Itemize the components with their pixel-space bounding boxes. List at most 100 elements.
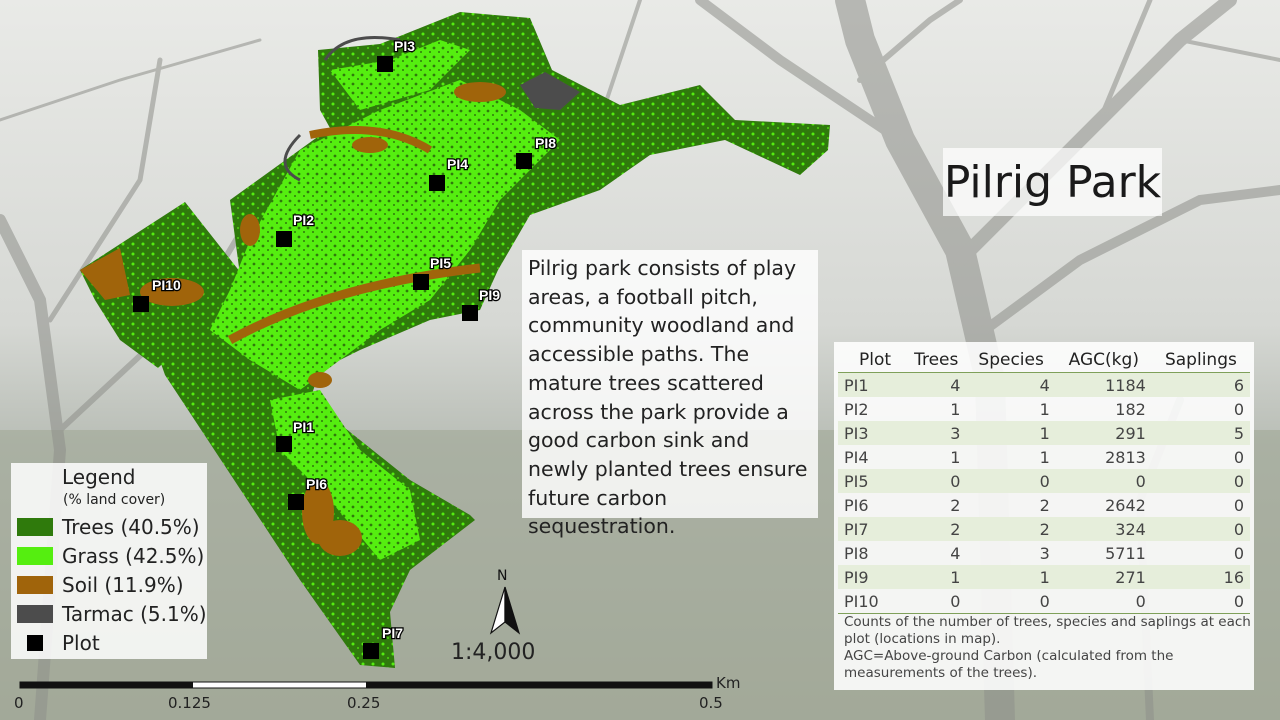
plot-marker-pi5: PI5 — [413, 254, 452, 290]
column-header: Plot — [838, 348, 906, 373]
scale-tick-label: 0 — [14, 694, 24, 712]
table-cell: 271 — [1055, 565, 1152, 589]
plot-label-pi3: PI3 — [394, 38, 415, 54]
soil-swatch — [17, 576, 53, 594]
plot-marker-pi3: PI3 — [377, 37, 416, 72]
table-cell: PI7 — [838, 517, 906, 541]
table-cell: 1 — [1039, 399, 1050, 419]
legend-subtitle: (% land cover) — [63, 492, 166, 508]
table-cell: 0 — [1055, 469, 1152, 493]
scale-tick-label: 0.5 — [699, 694, 723, 712]
plot-marker-pi8: PI8 — [516, 134, 557, 169]
plot-label-pi4: PI4 — [447, 156, 468, 172]
table-cell: 1 — [950, 447, 961, 467]
table-cell: 2642 — [1105, 495, 1146, 515]
table-cell: PI4 — [844, 447, 869, 467]
table-cell: 1 — [906, 565, 967, 589]
table-row: PI7 2 2 324 0 — [838, 517, 1250, 541]
plot-table: Plot Trees Species AGC(kg) Saplings PI1 4… — [838, 348, 1250, 614]
legend-label: Tarmac (5.1%) — [62, 602, 207, 626]
table-cell: 0 — [1151, 469, 1250, 493]
legend: Legend (% land cover) Trees (40.5%) Gras… — [11, 463, 207, 659]
legend-label: Soil (11.9%) — [62, 573, 184, 597]
table-cell: 0 — [966, 469, 1056, 493]
park-description: Pilrig park consists of play areas, a fo… — [522, 250, 818, 538]
scale-tick-label: 0.25 — [347, 694, 381, 712]
legend-item-soil: Soil (11.9%) — [17, 573, 184, 597]
table-cell: 4 — [906, 372, 967, 397]
tarmac-paths — [283, 36, 580, 182]
table-cell: 16 — [1151, 565, 1250, 589]
table-cell: PI6 — [844, 495, 869, 515]
table-row: PI4 1 1 2813 0 — [838, 445, 1250, 469]
table-header-row: Plot Trees Species AGC(kg) Saplings — [838, 348, 1250, 373]
park-map — [80, 12, 830, 668]
table-cell: 2 — [1039, 495, 1050, 515]
column-header: AGC(kg) — [1055, 348, 1152, 373]
table-cell: 1 — [966, 421, 1056, 445]
table-row: PI5 0 0 0 0 — [838, 469, 1250, 493]
table-note-agc: AGC=Above-ground Carbon (calculated from… — [844, 648, 1174, 681]
plot-marker-pi1: PI1 — [276, 418, 315, 452]
scale-bar — [19, 681, 713, 689]
table-cell: 5711 — [1105, 543, 1146, 563]
table-cell: 0 — [1233, 495, 1244, 515]
table-cell: 1 — [1039, 447, 1050, 467]
legend-label: Plot — [62, 631, 100, 655]
table-cell: 0 — [1233, 543, 1244, 563]
table-cell: PI5 — [838, 469, 906, 493]
scale-tick-label: 0.125 — [168, 694, 211, 712]
table-row: PI3 3 1 291 5 — [838, 421, 1250, 445]
table-row: PI6 2 2 2642 0 — [838, 493, 1250, 517]
column-header: Species — [966, 348, 1056, 373]
scale-ratio: 1:4,000 — [451, 640, 536, 665]
table-row: PI8 4 3 5711 0 — [838, 541, 1250, 565]
legend-item-grass: Grass (42.5%) — [17, 544, 204, 568]
soil-patches — [80, 82, 506, 556]
table-cell: 324 — [1055, 517, 1152, 541]
plot-marker-pi10: PI10 — [133, 276, 182, 312]
column-header: Saplings — [1151, 348, 1250, 373]
trees-swatch — [17, 518, 53, 536]
plot-label-pi2: PI2 — [293, 212, 314, 228]
table-cell: 0 — [906, 589, 967, 614]
table-row: PI9 1 1 271 16 — [838, 565, 1250, 589]
legend-title: Legend — [62, 465, 136, 489]
plot-label-pi5: PI5 — [430, 255, 451, 271]
plot-label-pi10: PI10 — [152, 277, 181, 293]
grass-swatch — [17, 547, 53, 565]
table-cell: 2 — [950, 495, 961, 515]
table-cell: 2813 — [1105, 447, 1146, 467]
north-label: N — [497, 568, 508, 584]
table-cell: PI8 — [844, 543, 869, 563]
table-cell: 0 — [966, 589, 1056, 614]
legend-label: Grass (42.5%) — [62, 544, 205, 568]
table-note-counts: Counts of the number of trees, species a… — [844, 614, 1251, 647]
table-cell: 4 — [966, 372, 1056, 397]
plot-marker-pi2: PI2 — [276, 211, 315, 247]
plot-marker-pi4: PI4 — [429, 155, 469, 191]
legend-item-plot: Plot — [17, 631, 100, 655]
legend-label: Trees (40.5%) — [62, 515, 200, 539]
table-row: PI10 0 0 0 0 — [838, 589, 1250, 614]
table-cell: 3 — [1039, 543, 1050, 563]
table-cell: PI9 — [838, 565, 906, 589]
table-cell: 0 — [1233, 399, 1244, 419]
table-cell: 1 — [966, 565, 1056, 589]
legend-item-trees: Trees (40.5%) — [17, 515, 200, 539]
table-cell: 3 — [906, 421, 967, 445]
column-header: Trees — [906, 348, 967, 373]
table-cell: 6 — [1151, 372, 1250, 397]
table-cell: 1 — [950, 399, 961, 419]
table-cell: 291 — [1055, 421, 1152, 445]
plot-label-pi7: PI7 — [382, 625, 403, 641]
scale-unit-label: Km — [716, 674, 741, 692]
table-cell: PI3 — [838, 421, 906, 445]
table-row: PI2 1 1 182 0 — [838, 397, 1250, 421]
table-cell: 0 — [1233, 447, 1244, 467]
grass-area-south — [270, 390, 420, 560]
table-cell: 4 — [950, 543, 961, 563]
plot-marker-pi9: PI9 — [462, 286, 501, 321]
plot-label-pi9: PI9 — [479, 287, 500, 303]
table-cell: 0 — [906, 469, 967, 493]
